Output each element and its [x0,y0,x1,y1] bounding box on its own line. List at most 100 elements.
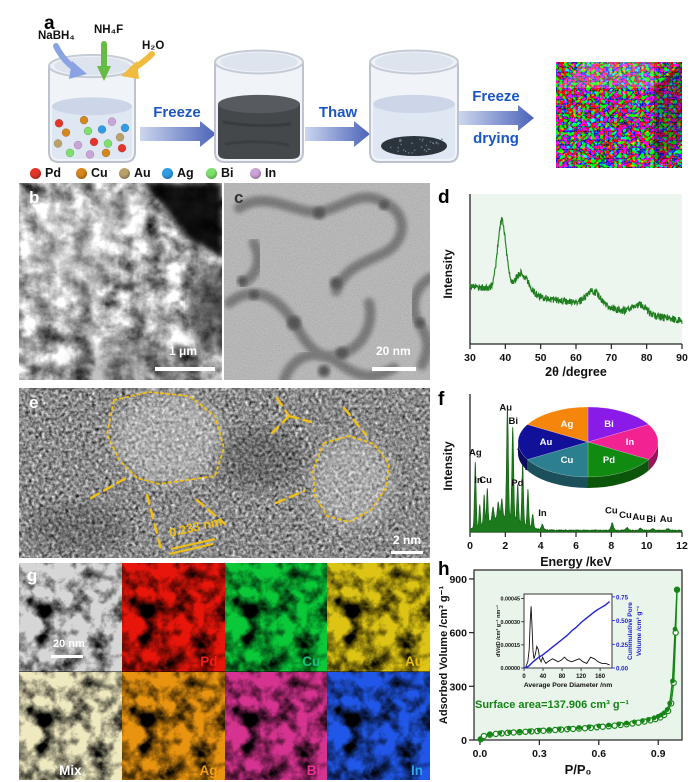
svg-text:Ag: Ag [561,419,574,430]
thaw-arrow [305,121,370,147]
svg-text:Cummulative Pore: Cummulative Pore [627,602,634,660]
svg-text:0.00: 0.00 [616,666,629,673]
scalebar-e-bar [391,551,423,554]
synthesis-scheme-graphic [48,41,682,168]
svg-text:Au: Au [660,514,673,525]
svg-text:0.50: 0.50 [616,618,629,625]
pd-dot-icon [30,167,41,179]
adsorption-isotherm-chart: 0.0 0.3 0.6 0.9 0 300 600 900 P/P₀ Adsorbed Volum… [438,569,683,777]
svg-text:Au: Au [540,437,553,448]
map-label-cu: Cu [302,654,321,669]
reagent-arrows [53,41,155,81]
legend-label: Cu [91,166,108,180]
step-freeze-drying-label-1: Freeze [472,88,520,105]
svg-text:4: 4 [538,540,544,552]
svg-text:0.25: 0.25 [616,642,629,649]
svg-text:0.3: 0.3 [532,748,547,760]
svg-text:Bi: Bi [509,416,519,427]
map-tile-mix: Mix [19,671,122,780]
svg-text:Cu: Cu [479,475,492,486]
svg-text:0.00045: 0.00045 [501,597,521,603]
step-freeze-drying-label-2: drying [473,130,519,147]
svg-text:120: 120 [576,674,587,680]
svg-text:In: In [626,437,635,448]
reagent-nh4f-label: NH₄F [94,24,124,36]
hrtem-image-panel: e 0.233 nm 2 nm [19,388,430,558]
svg-text:In: In [538,508,547,519]
svg-text:70: 70 [605,352,617,364]
thawed-beaker [369,49,459,163]
svg-text:0.9: 0.9 [651,748,666,760]
grain-boundary-annotations [89,391,390,555]
reagent-nabh4-label: NaBH₄ [38,30,75,42]
svg-text:Intensity: Intensity [441,441,455,491]
svg-text:0.00030: 0.00030 [501,620,521,626]
legend-item-pd: Pd [30,166,61,180]
scalebar-b-label: 1 μm [169,344,198,358]
svg-text:Energy /keV: Energy /keV [540,555,612,569]
svg-text:0.0: 0.0 [473,748,488,760]
scalebar-c-bar [372,367,416,371]
panel-g-label: g [27,566,38,585]
sem-texture [19,183,222,380]
svg-text:Au: Au [632,512,645,523]
svg-text:30: 30 [464,352,476,364]
svg-text:600: 600 [449,628,467,640]
hrtem-texture [19,388,430,558]
frozen-beaker [214,49,304,163]
sem-image-panel: b 1 μm [19,183,222,380]
svg-text:Pd: Pd [511,478,523,489]
svg-text:8: 8 [608,540,614,552]
panel-h-label: h [438,559,450,580]
map-tile-bi: Bi [224,671,328,780]
au-dot-icon [119,167,130,179]
bi-dot-icon [206,167,217,179]
panel-b-label: b [29,188,40,207]
svg-text:160: 160 [595,674,606,680]
cu-dot-icon [76,167,87,179]
map-label-au: Au [405,654,423,669]
freeze-arrow [140,121,216,147]
precursor-beaker [48,53,136,163]
freeze-drying-arrow [459,105,534,131]
svg-text:40: 40 [499,352,511,364]
map-label-mix: Mix [59,762,82,778]
svg-text:80: 80 [641,352,653,364]
scalebar-g-bar [51,655,83,658]
svg-text:10: 10 [641,540,653,552]
svg-text:0: 0 [522,674,526,680]
svg-text:0.00015: 0.00015 [501,643,521,649]
svg-text:0.00000: 0.00000 [501,666,521,672]
scalebar-b-bar [155,367,215,371]
svg-text:60: 60 [570,352,582,364]
svg-text:In: In [474,475,483,486]
svg-text:Volume /cm³ g⁻¹: Volume /cm³ g⁻¹ [636,606,643,656]
reagent-h2o-label: H₂O [142,40,165,52]
svg-text:P/P₀: P/P₀ [565,762,592,777]
map-label-ag: Ag [199,762,218,778]
scalebar-g-label: 20 nm [53,638,85,650]
map-tile-in: In [327,671,430,780]
tem-image-panel: c 20 nm [224,183,430,380]
svg-text:900: 900 [449,574,467,586]
legend-label: Pd [45,166,61,180]
svg-text:Cu: Cu [561,455,574,466]
panel-e-label: e [29,393,39,412]
svg-text:Bi: Bi [604,419,614,430]
map-label-in: In [411,762,423,778]
map-tile-pd: Pd [121,563,225,672]
aerogel-cube [556,62,682,168]
svg-text:6: 6 [573,540,579,552]
svg-text:Adsorbed Volume /cm³ g⁻¹: Adsorbed Volume /cm³ g⁻¹ [438,586,450,725]
map-tile-ag: Ag [121,671,225,780]
panel-f-label: f [438,389,445,410]
svg-text:Ag: Ag [469,447,482,458]
legend-label: Au [134,166,151,180]
legend-label: Ag [177,166,194,180]
map-label-bi: Bi [306,762,321,778]
svg-text:90: 90 [676,352,688,364]
tem-texture [224,183,430,380]
ag-dot-icon [162,167,173,179]
